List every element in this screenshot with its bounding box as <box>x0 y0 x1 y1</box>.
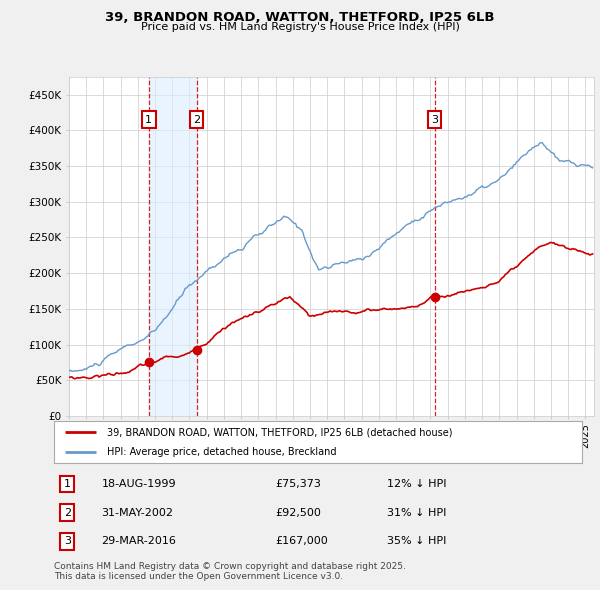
Text: 31-MAY-2002: 31-MAY-2002 <box>101 508 173 517</box>
Text: Price paid vs. HM Land Registry's House Price Index (HPI): Price paid vs. HM Land Registry's House … <box>140 22 460 32</box>
Text: 3: 3 <box>64 536 71 546</box>
Text: 3: 3 <box>431 114 438 124</box>
Text: £167,000: £167,000 <box>276 536 329 546</box>
Text: 1: 1 <box>64 479 71 489</box>
Text: 39, BRANDON ROAD, WATTON, THETFORD, IP25 6LB (detached house): 39, BRANDON ROAD, WATTON, THETFORD, IP25… <box>107 427 452 437</box>
Bar <box>149 77 197 416</box>
Text: 2: 2 <box>64 508 71 517</box>
Text: 31% ↓ HPI: 31% ↓ HPI <box>386 508 446 517</box>
Text: 35% ↓ HPI: 35% ↓ HPI <box>386 536 446 546</box>
Text: HPI: Average price, detached house, Breckland: HPI: Average price, detached house, Brec… <box>107 447 337 457</box>
Text: 29-MAR-2016: 29-MAR-2016 <box>101 536 176 546</box>
Text: 39, BRANDON ROAD, WATTON, THETFORD, IP25 6LB: 39, BRANDON ROAD, WATTON, THETFORD, IP25… <box>105 11 495 24</box>
Text: 12% ↓ HPI: 12% ↓ HPI <box>386 479 446 489</box>
Text: £92,500: £92,500 <box>276 508 322 517</box>
Text: 18-AUG-1999: 18-AUG-1999 <box>101 479 176 489</box>
Text: £75,373: £75,373 <box>276 479 322 489</box>
Text: 2: 2 <box>193 114 200 124</box>
Text: 1: 1 <box>145 114 152 124</box>
Text: Contains HM Land Registry data © Crown copyright and database right 2025.
This d: Contains HM Land Registry data © Crown c… <box>54 562 406 581</box>
